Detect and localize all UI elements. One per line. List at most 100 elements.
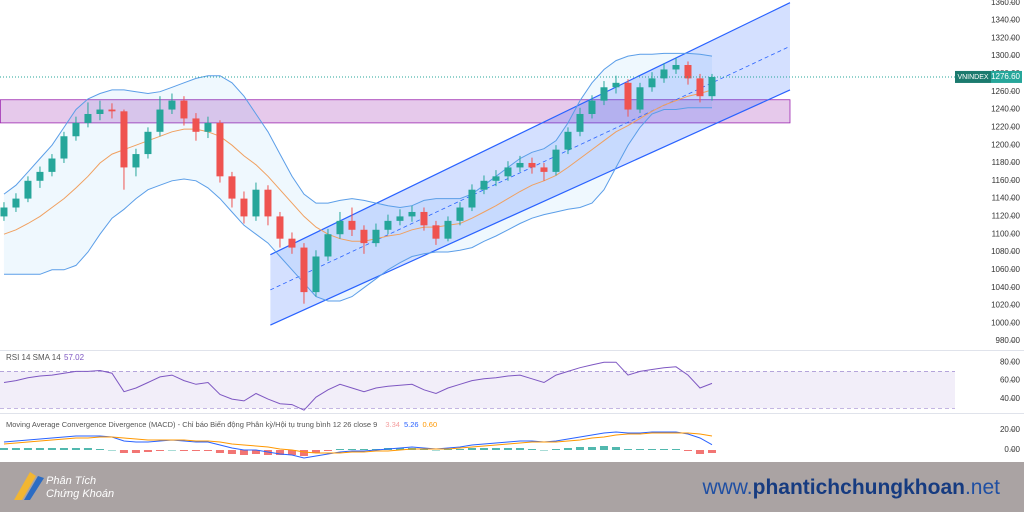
- y-tick-label: 1300.00: [991, 51, 1020, 60]
- histogram-bar: [287, 450, 296, 455]
- y-tick-label: 1020.00: [991, 301, 1020, 310]
- y-tick-label: 1000.00: [991, 318, 1020, 327]
- histogram-bar: [11, 448, 20, 450]
- indicator-title: RSI 14 SMA 14: [6, 353, 61, 362]
- candle-body: [0, 207, 8, 217]
- histogram-bar: [683, 450, 692, 451]
- candle-body: [420, 211, 428, 226]
- y-tick-label: 1320.00: [991, 33, 1020, 42]
- candle-body: [324, 234, 332, 257]
- url-part: www.: [701, 476, 752, 499]
- histogram-bar: [599, 446, 608, 450]
- candle-body: [648, 78, 656, 88]
- candle-body: [240, 198, 248, 217]
- candle-body: [672, 65, 680, 70]
- histogram-bar: [635, 449, 644, 450]
- y-tick-label: 1200.00: [991, 140, 1020, 149]
- candle-body: [528, 162, 536, 168]
- histogram-bar: [191, 450, 200, 451]
- url-part: phantichchungkhoan: [753, 476, 965, 499]
- logo: Phân Tích Chứng Khoán: [14, 472, 114, 500]
- candle-body: [480, 180, 488, 190]
- histogram-bar: [227, 450, 236, 454]
- last-label: VNINDEX: [957, 74, 988, 81]
- histogram-bar: [527, 449, 536, 450]
- histogram-bar: [695, 450, 704, 454]
- channel-line: [270, 89, 791, 326]
- histogram-bar: [479, 448, 488, 450]
- histogram-bar: [95, 449, 104, 450]
- candle-body: [204, 122, 212, 132]
- candle-body: [432, 225, 440, 239]
- histogram-bar: [35, 448, 44, 450]
- histogram-bar: [311, 450, 320, 453]
- candle-body: [708, 76, 716, 97]
- footer-band: [0, 462, 1024, 512]
- histogram-bar: [251, 450, 260, 454]
- overlay-line: [4, 107, 712, 302]
- candle-body: [108, 109, 116, 112]
- candle-body: [456, 207, 464, 221]
- candle-body: [408, 211, 416, 217]
- candle-body: [180, 100, 188, 119]
- candle-body: [48, 158, 56, 172]
- candle-body: [624, 82, 632, 110]
- indicator-readout: 5.26: [404, 420, 419, 429]
- histogram-bar: [371, 449, 380, 450]
- candle-body: [96, 109, 104, 114]
- histogram-bar: [275, 450, 284, 455]
- histogram-bar: [119, 450, 128, 453]
- y-tick-label: 1040.00: [991, 283, 1020, 292]
- candle-body: [264, 189, 272, 217]
- candle-body: [12, 198, 20, 208]
- candle-body: [336, 220, 344, 235]
- candle-body: [132, 154, 140, 168]
- histogram-bar: [335, 449, 344, 450]
- histogram-bar: [671, 449, 680, 450]
- y-tick-label: 1240.00: [991, 105, 1020, 114]
- indicator-title: Moving Average Convergence Divergence (M…: [6, 420, 377, 429]
- histogram-bar: [143, 450, 152, 452]
- indicator-readout: 3.34: [385, 420, 400, 429]
- logo-icon: [24, 476, 44, 500]
- channel-line: [270, 2, 791, 256]
- candle-body: [444, 220, 452, 239]
- histogram-bar: [575, 447, 584, 450]
- histogram-bar: [299, 450, 308, 456]
- histogram-bar: [623, 449, 632, 450]
- candle-body: [192, 118, 200, 132]
- histogram-bar: [215, 450, 224, 453]
- y-tick-label: 1220.00: [991, 122, 1020, 131]
- macd-line: [3, 431, 713, 459]
- histogram-bar: [539, 450, 548, 451]
- candle-body: [24, 180, 32, 199]
- histogram-bar: [359, 449, 368, 450]
- candle-body: [588, 100, 596, 114]
- candle-body: [168, 100, 176, 110]
- candle-body: [636, 87, 644, 110]
- logo-icon: [14, 472, 36, 500]
- y-tick-label: 0.00: [1004, 445, 1020, 454]
- candle-body: [696, 78, 704, 97]
- candle-body: [144, 131, 152, 155]
- y-tick-label: 1180.00: [992, 158, 1021, 167]
- histogram-bar: [587, 447, 596, 450]
- last-label-box: [955, 70, 991, 83]
- candle-body: [72, 122, 80, 137]
- y-tick-label: 40.00: [1000, 394, 1021, 403]
- website: www.phantichchungkhoan.net: [701, 476, 1000, 499]
- histogram-bar: [431, 450, 440, 451]
- logo-text: Chứng Khoán: [46, 488, 114, 500]
- y-tick-label: 1340.00: [991, 16, 1020, 25]
- y-tick-label: 80.00: [1000, 357, 1021, 366]
- candle-body: [288, 238, 296, 248]
- candle-body: [216, 122, 224, 177]
- histogram-bar: [71, 448, 80, 450]
- histogram-bar: [611, 447, 620, 450]
- histogram-bar: [83, 448, 92, 450]
- rsi-band: [0, 371, 955, 409]
- histogram-bar: [239, 450, 248, 455]
- y-tick-label: 1260.00: [991, 87, 1020, 96]
